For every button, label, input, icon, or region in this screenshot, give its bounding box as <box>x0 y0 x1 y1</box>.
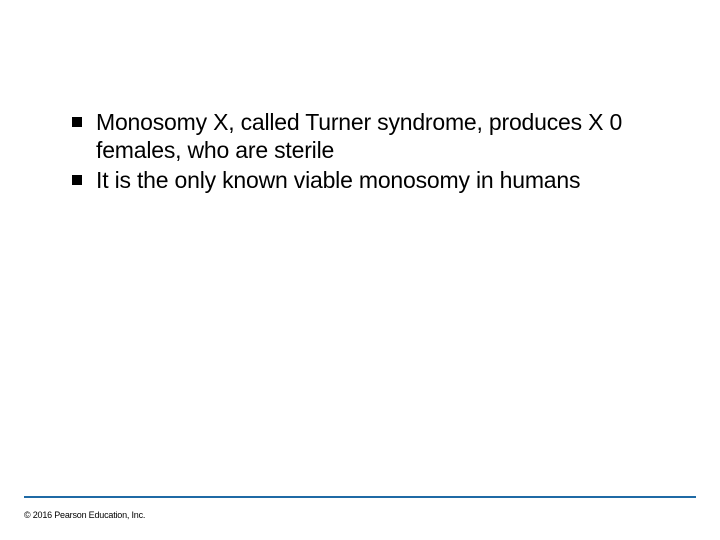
bullet-list: Monosomy X, called Turner syndrome, prod… <box>72 108 670 196</box>
footer-divider <box>24 496 696 498</box>
bullet-text: Monosomy X, called Turner syndrome, prod… <box>96 108 670 164</box>
list-item: It is the only known viable monosomy in … <box>72 166 670 194</box>
bullet-text: It is the only known viable monosomy in … <box>96 166 580 194</box>
list-item: Monosomy X, called Turner syndrome, prod… <box>72 108 670 164</box>
bullet-square-icon <box>72 117 82 127</box>
copyright-text: © 2016 Pearson Education, Inc. <box>24 510 145 520</box>
bullet-square-icon <box>72 175 82 185</box>
